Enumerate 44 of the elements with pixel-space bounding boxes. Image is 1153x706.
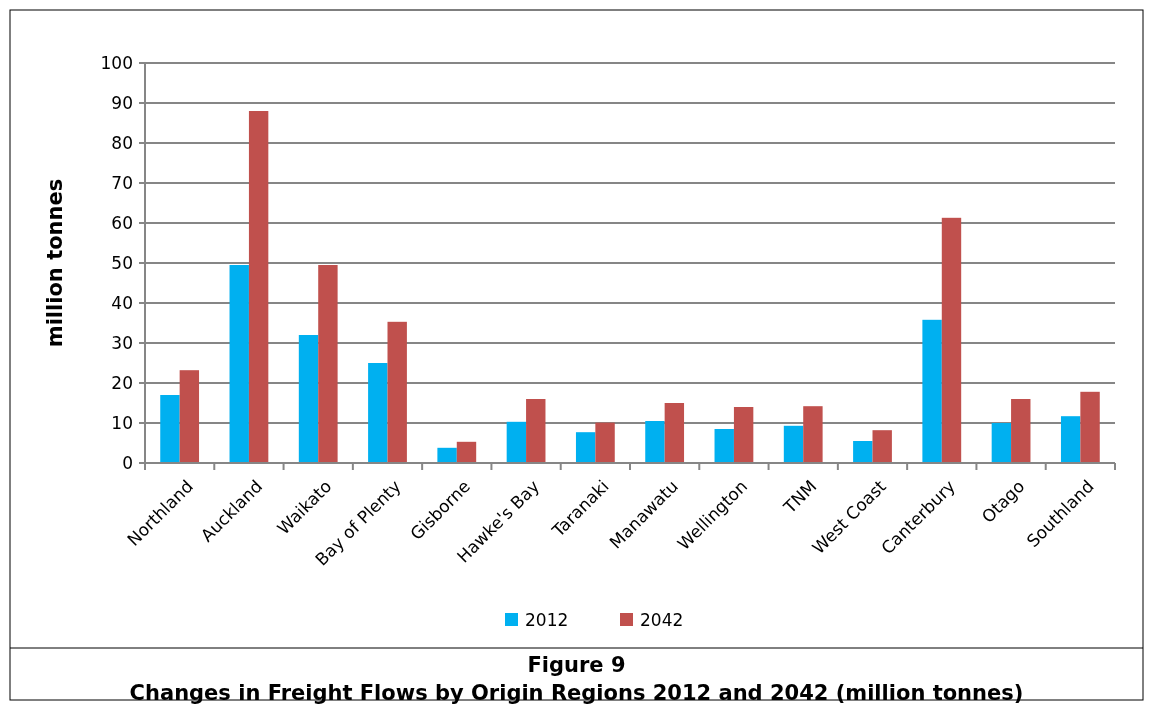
bar bbox=[941, 217, 962, 463]
bar bbox=[645, 421, 665, 463]
y-tick-label: 10 bbox=[111, 412, 133, 433]
bar bbox=[456, 441, 477, 463]
y-tick-label: 100 bbox=[100, 52, 133, 73]
bar bbox=[248, 111, 269, 463]
y-tick-label: 80 bbox=[111, 132, 133, 153]
bar bbox=[229, 265, 249, 463]
bar bbox=[733, 407, 754, 463]
legend-label: 2042 bbox=[640, 609, 684, 630]
bar bbox=[526, 399, 546, 463]
y-tick-label: 40 bbox=[111, 292, 133, 313]
bar bbox=[783, 425, 804, 463]
y-tick-label: 0 bbox=[122, 452, 133, 473]
y-tick-label: 30 bbox=[111, 332, 133, 353]
text: Figure 9 bbox=[527, 653, 626, 677]
y-tick-label: 50 bbox=[111, 252, 133, 273]
y-tick-label: 70 bbox=[111, 172, 133, 193]
bar bbox=[1080, 391, 1100, 463]
bar bbox=[1060, 416, 1081, 463]
bar bbox=[803, 406, 823, 463]
bar bbox=[595, 422, 615, 463]
bar bbox=[368, 363, 388, 463]
bar bbox=[853, 441, 873, 463]
bar bbox=[575, 432, 596, 463]
legend-label: 2012 bbox=[525, 609, 569, 630]
bar bbox=[387, 321, 407, 463]
bar bbox=[714, 429, 734, 463]
bar bbox=[991, 423, 1012, 463]
bar bbox=[872, 430, 892, 463]
bar bbox=[318, 265, 338, 463]
y-tick-label: 90 bbox=[111, 92, 133, 113]
bar bbox=[506, 421, 527, 463]
bar bbox=[179, 370, 200, 463]
bar bbox=[437, 447, 457, 463]
bar bbox=[298, 335, 319, 463]
bar bbox=[160, 395, 180, 463]
bar bbox=[664, 403, 685, 463]
text: Changes in Freight Flows by Origin Regions 2012 and 2042 (million tonnes) bbox=[129, 681, 1024, 705]
y-axis-title: million tonnes bbox=[43, 178, 67, 348]
bar bbox=[922, 319, 942, 463]
y-tick-label: 20 bbox=[111, 372, 133, 393]
y-tick-label: 60 bbox=[111, 212, 133, 233]
bar bbox=[1011, 399, 1031, 463]
